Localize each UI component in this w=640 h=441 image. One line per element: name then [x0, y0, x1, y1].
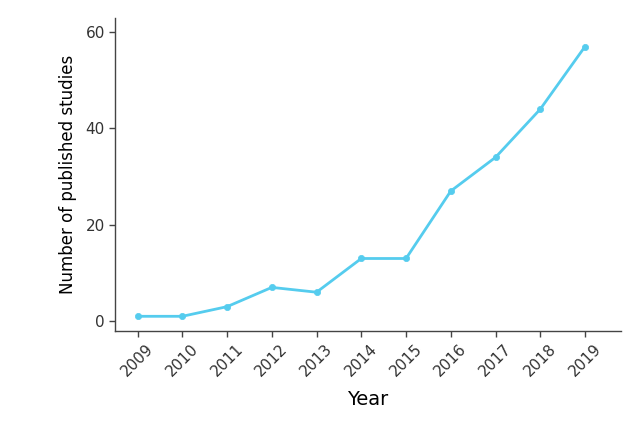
X-axis label: Year: Year — [348, 390, 388, 409]
Y-axis label: Number of published studies: Number of published studies — [59, 55, 77, 294]
